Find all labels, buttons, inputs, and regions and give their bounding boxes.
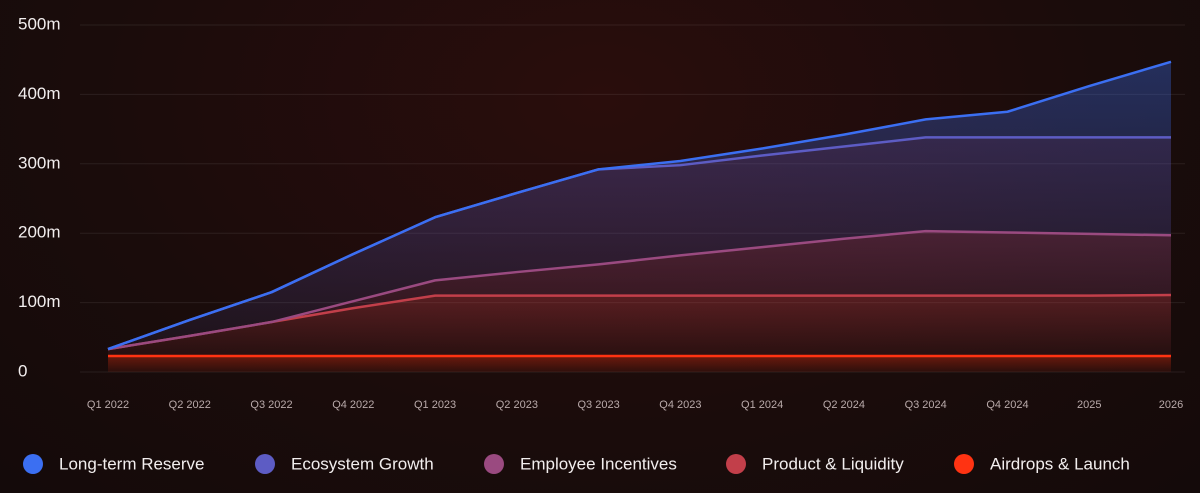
y-tick-label: 0	[18, 361, 27, 380]
x-tick-label: 2025	[1077, 399, 1101, 411]
legend-item: Employee Incentives	[484, 454, 677, 474]
legend-label: Product & Liquidity	[762, 454, 904, 473]
y-tick-label: 500m	[18, 14, 61, 33]
legend-label: Employee Incentives	[520, 454, 677, 473]
x-tick-label: Q3 2024	[905, 399, 947, 411]
x-tick-label: Q4 2022	[332, 399, 374, 411]
legend-swatch	[484, 454, 504, 474]
legend-swatch	[726, 454, 746, 474]
x-tick-label: Q3 2022	[250, 399, 292, 411]
legend-swatch	[954, 454, 974, 474]
y-tick-label: 300m	[18, 153, 61, 172]
x-tick-label: Q1 2023	[414, 399, 456, 411]
x-tick-label: Q2 2023	[496, 399, 538, 411]
legend-label: Airdrops & Launch	[990, 454, 1130, 473]
area	[108, 294, 1171, 357]
y-tick-label: 200m	[18, 223, 61, 242]
area	[108, 61, 1171, 350]
legend-swatch	[255, 454, 275, 474]
legend-item: Product & Liquidity	[726, 454, 904, 474]
legend-item: Ecosystem Growth	[255, 454, 434, 474]
area	[108, 137, 1171, 350]
x-tick-label: Q2 2022	[169, 399, 211, 411]
legend-item: Airdrops & Launch	[954, 454, 1130, 474]
x-tick-label: Q2 2024	[823, 399, 865, 411]
x-tick-label: Q1 2024	[741, 399, 783, 411]
legend-label: Long-term Reserve	[59, 454, 205, 473]
line	[107, 229, 1172, 351]
x-tick-label: Q4 2024	[986, 399, 1028, 411]
x-tick-label: Q3 2023	[578, 399, 620, 411]
legend-item: Long-term Reserve	[23, 454, 205, 474]
y-tick-label: 400m	[18, 84, 61, 103]
line	[107, 60, 1172, 351]
area	[108, 231, 1171, 350]
y-tick-label: 100m	[18, 292, 61, 311]
legend-label: Ecosystem Growth	[291, 454, 434, 473]
legend-swatch	[23, 454, 43, 474]
area	[108, 356, 1171, 372]
x-tick-label: Q1 2022	[87, 399, 129, 411]
x-tick-label: 2026	[1159, 399, 1183, 411]
x-tick-label: Q4 2023	[659, 399, 701, 411]
